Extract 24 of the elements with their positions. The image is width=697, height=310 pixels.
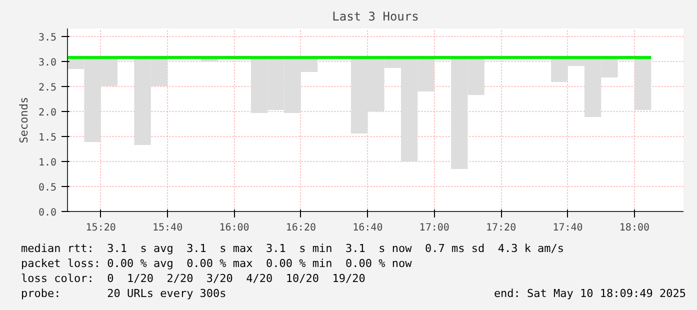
text: packet loss: 0.00 % avg 0.00 % max 0.00 % min 0.00 % now bbox=[21, 256, 413, 271]
x-tick-label: 18:00 bbox=[619, 222, 650, 234]
y-tick-label: 3.0 bbox=[38, 58, 56, 68]
text: end: Sat May 10 18:09:49 2025 bbox=[494, 286, 686, 301]
y-axis-title: Seconds bbox=[17, 96, 30, 144]
y-tick-label: 2.0 bbox=[38, 108, 56, 118]
x-tick-label: 16:00 bbox=[219, 222, 250, 234]
y-tick-label: 1.0 bbox=[38, 158, 56, 168]
y-tick-label: 2.5 bbox=[38, 82, 56, 94]
chart-title: Last 3 Hours bbox=[332, 10, 419, 24]
x-tick-label: 17:40 bbox=[552, 222, 583, 234]
text: loss color: 0 1/20 2/20 3/20 4/20 10/20 19/20 bbox=[21, 271, 366, 286]
x-tick-label: 16:40 bbox=[352, 222, 383, 234]
x-tick-label: 15:40 bbox=[152, 222, 183, 234]
y-tick-label: 0.0 bbox=[38, 208, 56, 218]
x-tick-label: 16:20 bbox=[286, 222, 316, 234]
text: probe: 20 URLs every 300s bbox=[21, 286, 226, 301]
text: median rtt: 3.1 s avg 3.1 s max 3.1 s min 3.1 s now 0.7 ms sd 4.3 k am/s bbox=[21, 241, 566, 256]
y-tick-label: 0.5 bbox=[38, 182, 56, 194]
x-tick-label: 15:20 bbox=[86, 222, 116, 234]
y-tick-label: 1.5 bbox=[38, 132, 56, 144]
y-tick-label: 3.5 bbox=[38, 32, 56, 44]
x-tick-label: 17:20 bbox=[486, 222, 516, 234]
x-tick-label: 17:00 bbox=[419, 222, 450, 234]
